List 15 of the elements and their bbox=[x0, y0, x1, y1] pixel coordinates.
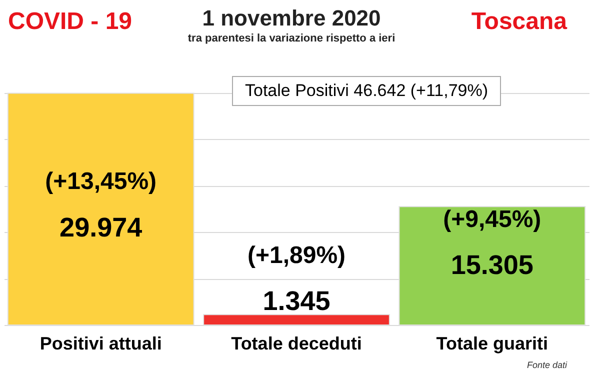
data-label: 29.974 bbox=[60, 212, 142, 242]
data-label: 1.345 bbox=[262, 286, 330, 316]
annotation: Totale Positivi 46.642 (+11,79%) bbox=[232, 76, 502, 106]
annotation: (+9,45%) bbox=[443, 206, 542, 233]
text: COVID - 19 bbox=[8, 8, 132, 36]
x-tick-label: Totale deceduti bbox=[231, 334, 362, 354]
x-tick-label: Positivi attuali bbox=[40, 334, 162, 354]
text: Toscana bbox=[471, 8, 567, 36]
annotation: (+1,89%) bbox=[247, 242, 346, 269]
chart-title: 1 novembre 2020 bbox=[202, 6, 381, 31]
x-tick-label: Totale guariti bbox=[436, 334, 548, 354]
source-note: Fonte dati bbox=[526, 360, 567, 370]
data-label: 15.305 bbox=[450, 250, 534, 280]
chart-subtitle: tra parentesi la variazione rispetto a ieri bbox=[188, 32, 396, 45]
annotation: (+13,45%) bbox=[45, 168, 157, 195]
